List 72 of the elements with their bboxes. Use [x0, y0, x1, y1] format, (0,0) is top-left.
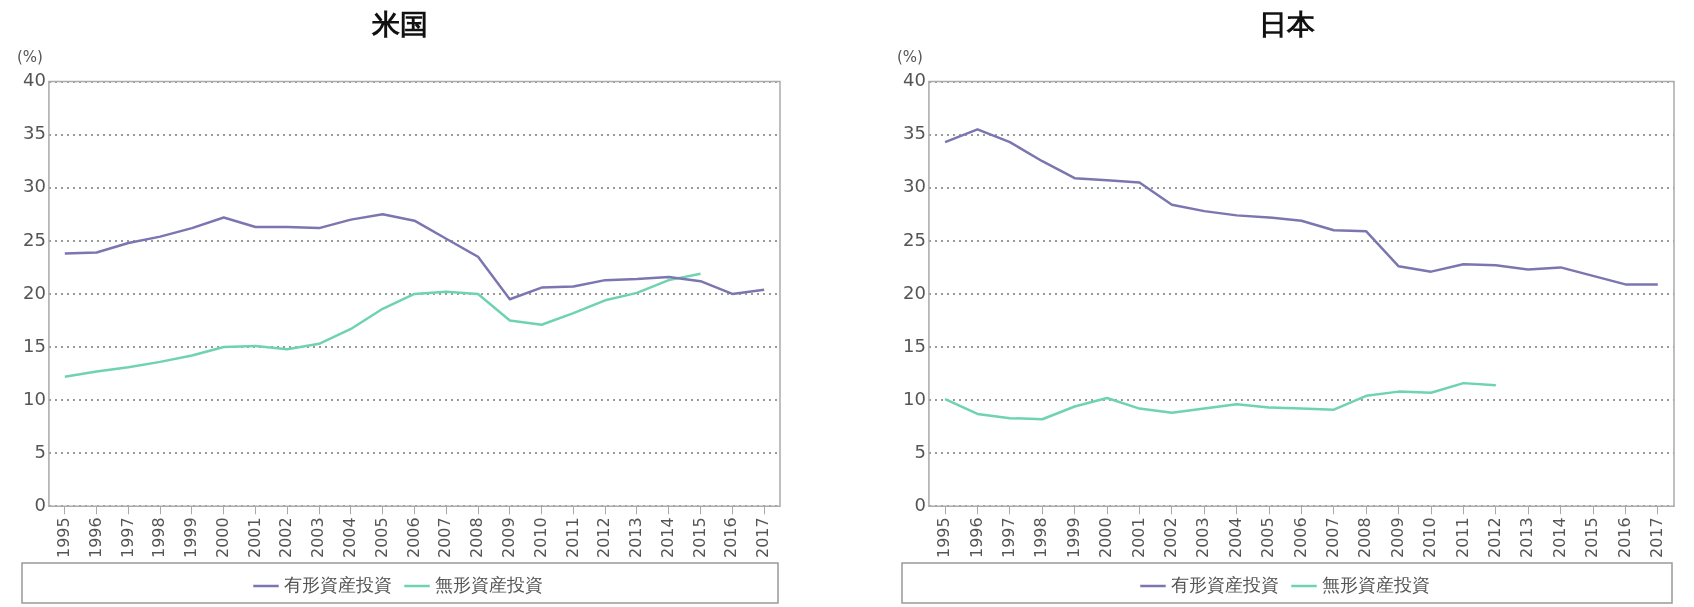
x-tick-label: 2009: [498, 517, 518, 558]
x-tick-label: 2014: [657, 517, 677, 558]
y-tick-label: 35: [23, 122, 46, 144]
x-tick-label: 2003: [308, 517, 328, 558]
x-tick-label: 2003: [1193, 517, 1213, 558]
chart-title: 日本: [1259, 8, 1316, 42]
y-tick-label: 0: [34, 493, 46, 515]
x-tick-label: 2015: [1582, 517, 1602, 558]
x-tick-label: 2011: [1452, 517, 1472, 558]
y-tick-label: 10: [903, 387, 926, 409]
x-tick-label: 1995: [934, 517, 954, 558]
x-tick-label: 2009: [1387, 517, 1407, 558]
x-tick-label: 2000: [212, 517, 232, 558]
x-tick-label: 2002: [276, 517, 296, 558]
x-tick-label: 2015: [689, 517, 709, 558]
x-tick-label: 2002: [1161, 517, 1181, 558]
x-tick-label: 1999: [1063, 517, 1083, 558]
x-tick-label: 1995: [53, 517, 73, 558]
y-tick-label: 10: [23, 387, 46, 409]
x-tick-label: 2004: [1225, 517, 1245, 558]
y-axis-title: (%): [16, 47, 43, 66]
x-tick-label: 2007: [1323, 517, 1342, 558]
x-tick-label: 2008: [467, 517, 487, 558]
y-tick-label: 35: [903, 122, 926, 144]
x-tick-label: 2007: [435, 517, 455, 558]
legend-label: 有形資産投資: [284, 573, 392, 595]
x-tick-label: 2005: [371, 517, 391, 558]
x-tick-label: 2006: [1290, 517, 1310, 558]
x-tick-label: 2011: [562, 517, 582, 558]
x-tick-label: 2017: [1646, 517, 1666, 558]
x-tick-label: 2008: [1355, 517, 1375, 558]
x-tick-label: 2000: [1096, 517, 1116, 558]
y-tick-label: 40: [23, 69, 46, 91]
legend-label: 無形資産投資: [435, 573, 543, 595]
x-tick-label: 2014: [1549, 517, 1569, 558]
x-tick-label: 1996: [85, 517, 105, 558]
x-tick-label: 2001: [244, 517, 264, 558]
y-tick-label: 0: [914, 493, 926, 515]
x-tick-label: 2016: [721, 517, 741, 558]
x-tick-label: 1997: [117, 517, 137, 558]
y-tick-label: 15: [903, 334, 926, 356]
x-tick-label: 2010: [1420, 517, 1440, 558]
y-tick-label: 25: [903, 228, 926, 250]
y-tick-label: 30: [23, 175, 46, 197]
y-tick-label: 15: [23, 334, 46, 356]
y-tick-label: 5: [34, 440, 46, 462]
y-tick-label: 25: [23, 228, 46, 250]
x-tick-label: 2013: [1517, 517, 1537, 558]
y-tick-label: 40: [903, 69, 926, 91]
x-tick-label: 1996: [966, 517, 986, 558]
x-tick-label: 1998: [1031, 517, 1051, 558]
x-tick-label: 2010: [530, 517, 550, 558]
y-tick-label: 20: [23, 281, 46, 303]
x-tick-label: 2017: [753, 517, 773, 558]
x-tick-label: 1998: [149, 517, 169, 558]
x-tick-label: 2004: [340, 517, 360, 558]
x-tick-label: 1997: [999, 517, 1019, 558]
chart-title: 米国: [371, 8, 428, 42]
y-tick-label: 30: [903, 175, 926, 197]
x-tick-label: 2006: [403, 517, 423, 558]
x-tick-label: 2001: [1128, 517, 1148, 558]
y-tick-label: 5: [914, 440, 926, 462]
x-tick-label: 1999: [181, 517, 201, 558]
x-tick-label: 2005: [1258, 517, 1278, 558]
x-tick-label: 2013: [626, 517, 646, 558]
x-tick-label: 2016: [1614, 517, 1634, 558]
x-tick-label: 2012: [1484, 517, 1504, 558]
y-tick-label: 20: [903, 281, 926, 303]
legend-label: 有形資産投資: [1171, 573, 1279, 595]
y-axis-title: (%): [896, 47, 923, 66]
x-tick-label: 2012: [594, 517, 614, 558]
legend-label: 無形資産投資: [1322, 573, 1430, 595]
